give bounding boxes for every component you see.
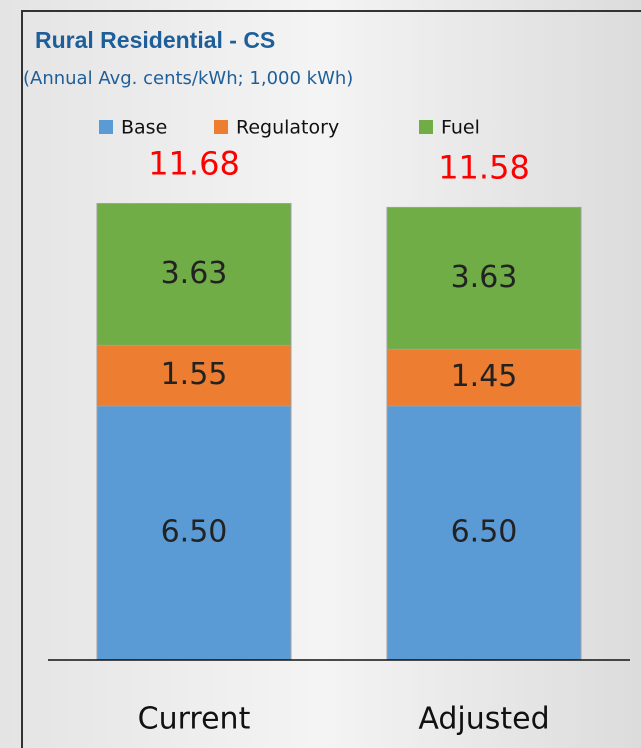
value-label: 3.63 [451, 260, 518, 295]
value-label: 1.45 [451, 359, 518, 394]
total-label: 11.58 [438, 148, 530, 186]
frame [21, 10, 641, 748]
legend-label: Fuel [441, 117, 480, 139]
value-label: 6.50 [161, 514, 228, 549]
x-tick-label: Current [138, 702, 251, 737]
bar-segment [386, 348, 582, 407]
x-tick-label: Adjusted [418, 702, 549, 737]
bar-segment [96, 344, 292, 407]
legend-swatch [99, 120, 113, 134]
value-label: 6.50 [451, 514, 518, 549]
value-label: 1.55 [161, 357, 228, 392]
chart-subtitle: (Annual Avg. cents/kWh; 1,000 kWh) [23, 68, 353, 89]
legend-label: Base [121, 117, 167, 139]
bar-segment [96, 405, 292, 661]
chart-title: Rural Residential - CS [35, 27, 275, 53]
legend-label: Regulatory [236, 117, 339, 139]
bar-segment [386, 405, 582, 661]
legend-swatch [214, 120, 228, 134]
total-label: 11.68 [148, 145, 240, 183]
value-label: 3.63 [161, 256, 228, 291]
bar-segment [386, 206, 582, 350]
bar-segment [96, 203, 292, 346]
legend-swatch [419, 120, 433, 134]
